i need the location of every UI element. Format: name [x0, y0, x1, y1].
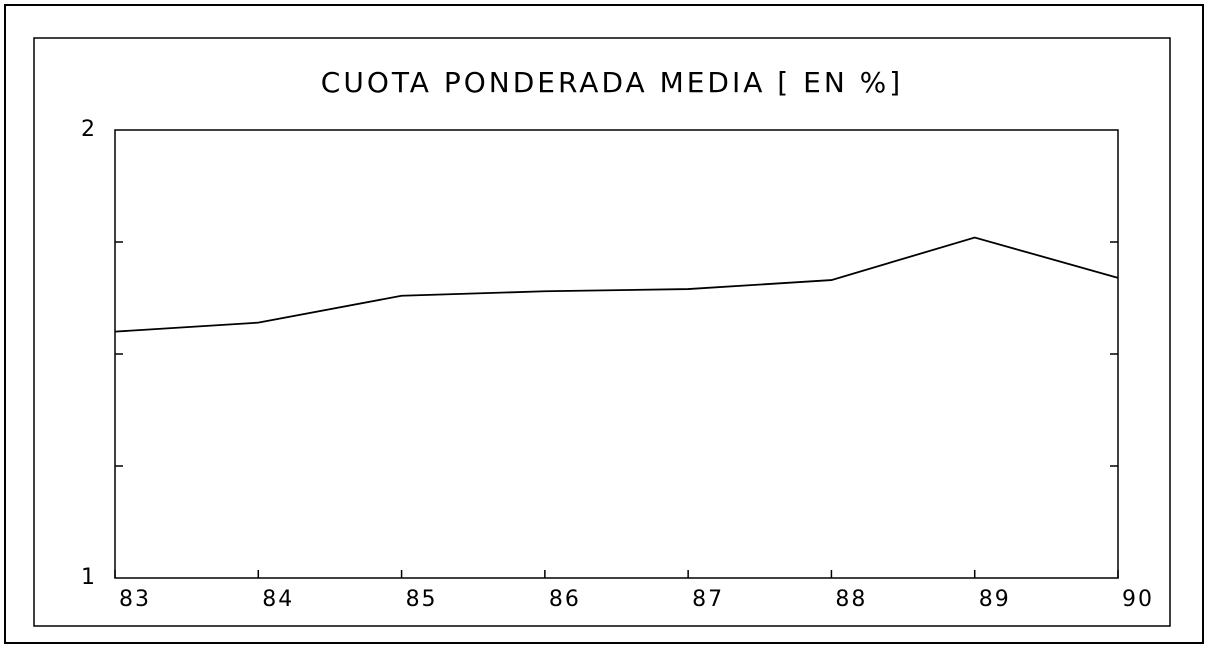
- y-tick-label: 2: [81, 117, 97, 142]
- outer-frame: [4, 4, 1204, 644]
- plot-frame: [114, 129, 1119, 579]
- x-tick-label: 86: [549, 587, 581, 612]
- inner-frame: [33, 37, 1171, 627]
- x-tick-label: 84: [262, 587, 294, 612]
- x-tick-label: 83: [119, 587, 151, 612]
- x-tick-label: 90: [1122, 587, 1154, 612]
- y-tick-label: 1: [81, 565, 97, 590]
- x-tick-label: 89: [979, 587, 1011, 612]
- x-tick-label: 85: [406, 587, 438, 612]
- chart-title: CUOTA PONDERADA MEDIA [ EN %]: [321, 66, 903, 99]
- x-tick-label: 88: [835, 587, 867, 612]
- x-tick-label: 87: [692, 587, 724, 612]
- line: [114, 236, 1119, 333]
